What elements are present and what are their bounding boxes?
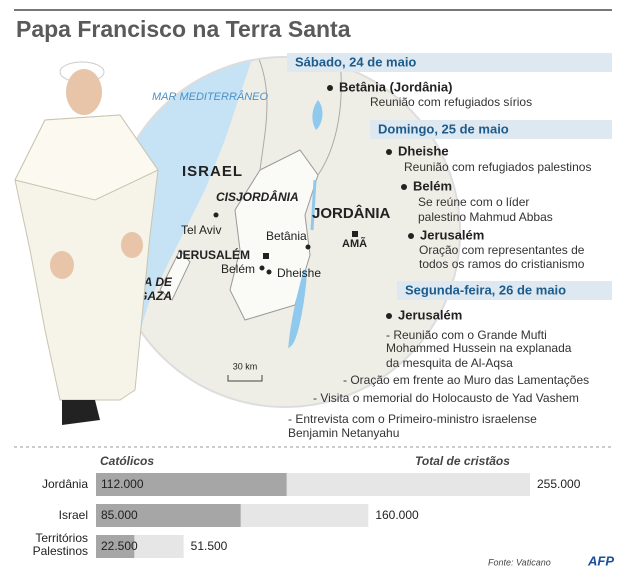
day-header-box xyxy=(370,120,612,139)
event-place: Betânia (Jordânia) xyxy=(339,79,452,94)
event-detail: Mohammed Hussein na explanada xyxy=(386,341,572,355)
event-place: Belém xyxy=(413,178,452,193)
day-header-box xyxy=(397,281,612,300)
column-header: Católicos xyxy=(100,454,154,468)
total-label: 255.000 xyxy=(537,477,581,491)
event-place: Jerusalém xyxy=(420,227,484,242)
event-detail: - Visita o memorial do Holocausto de Yad… xyxy=(313,391,579,405)
scale-bar xyxy=(227,375,263,382)
category-label: Jordânia xyxy=(41,477,88,491)
event-detail: Reunião com refugiados sírios xyxy=(370,95,532,109)
event-detail: todos os ramos do cristianismo xyxy=(419,257,585,271)
event-place: Dheishe xyxy=(398,143,449,158)
country-label: ISRAEL xyxy=(182,163,243,180)
city-label: AMÃ xyxy=(342,237,367,250)
city-label: Betânia xyxy=(266,229,307,243)
category-label: Israel xyxy=(58,508,88,522)
event-detail: palestino Mahmud Abbas xyxy=(418,210,553,224)
catholic-bar xyxy=(96,473,287,496)
total-label: 160.000 xyxy=(375,508,419,522)
country-label: JORDÂNIA xyxy=(312,204,391,222)
region-label: CISJORDÂNIA xyxy=(216,189,299,204)
bullet xyxy=(386,313,392,319)
source: Fonte: Vaticano xyxy=(488,557,551,567)
event-detail: - Entrevista com o Primeiro-ministro isr… xyxy=(288,412,537,426)
event-detail: Reunião com refugiados palestinos xyxy=(404,160,591,174)
day-header: Sábado, 24 de maio xyxy=(295,54,416,69)
day-header: Segunda-feira, 26 de maio xyxy=(405,282,566,297)
logo: AFP xyxy=(587,553,614,568)
event-detail: Se reúne com o líder xyxy=(418,195,529,209)
catholic-label: 112.000 xyxy=(101,477,144,491)
catholic-bar xyxy=(96,535,135,558)
city-label: Belém xyxy=(221,262,255,276)
city-label: Tel Aviv xyxy=(181,223,221,237)
bullet xyxy=(401,184,407,190)
sea-label: MAR MEDITERRÂNEO xyxy=(152,90,269,103)
day-header-box xyxy=(287,53,612,72)
event-detail: - Oração em frente ao Muro das Lamentaçõ… xyxy=(343,373,589,387)
bullet xyxy=(327,85,333,91)
city-label: JERUSALÉM xyxy=(176,247,250,262)
event-detail: Oração com representantes de xyxy=(419,243,585,257)
event-place: Jerusalém xyxy=(398,307,462,322)
catholic-label: 22.500 xyxy=(101,539,138,553)
total-label: 51.500 xyxy=(191,539,228,553)
title: Papa Francisco na Terra Santa xyxy=(16,16,351,42)
bullet xyxy=(408,233,414,239)
event-detail: da mesquita de Al-Aqsa xyxy=(386,356,513,370)
column-header: Total de cristãos xyxy=(415,454,510,468)
event-detail: Benjamin Netanyahu xyxy=(288,426,399,440)
catholic-label: 85.000 xyxy=(101,508,138,522)
pope-figure xyxy=(14,61,159,425)
bullet xyxy=(386,149,392,155)
scale-label: 30 km xyxy=(233,361,258,371)
event-detail: - Reunião com o Grande Mufti xyxy=(386,328,547,342)
day-header: Domingo, 25 de maio xyxy=(378,121,509,136)
city-label: Dheishe xyxy=(277,266,321,280)
catholic-bar xyxy=(96,504,241,527)
category-label: Territórios Palestinos xyxy=(32,531,88,558)
